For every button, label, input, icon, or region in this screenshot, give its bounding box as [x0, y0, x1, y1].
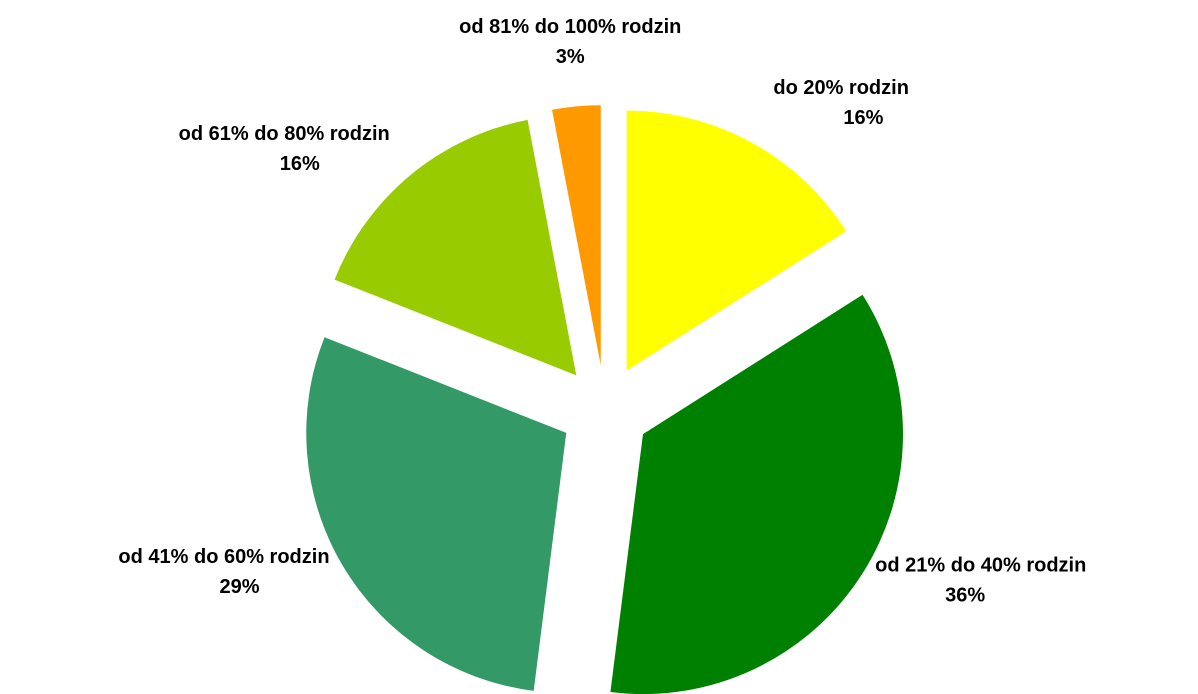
slice-value-label: 3%: [556, 46, 585, 68]
slice-value-label: 16%: [843, 107, 883, 129]
pie-slice: [306, 337, 567, 691]
slice-label: od 61% do 80% rodzin: [179, 123, 390, 145]
slice-value-label: 36%: [945, 585, 985, 607]
slice-label: od 81% do 100% rodzin: [459, 16, 681, 38]
pie-slice: [610, 294, 903, 694]
slice-label: od 41% do 60% rodzin: [118, 546, 329, 568]
pie-slice: [626, 110, 847, 371]
pie-slice: [334, 119, 577, 376]
slice-value-label: 29%: [220, 576, 260, 598]
slice-label: do 20% rodzin: [773, 77, 909, 99]
slice-label: od 21% do 40% rodzin: [875, 555, 1086, 577]
pie-slice: [552, 105, 601, 366]
slice-value-label: 16%: [280, 153, 320, 175]
